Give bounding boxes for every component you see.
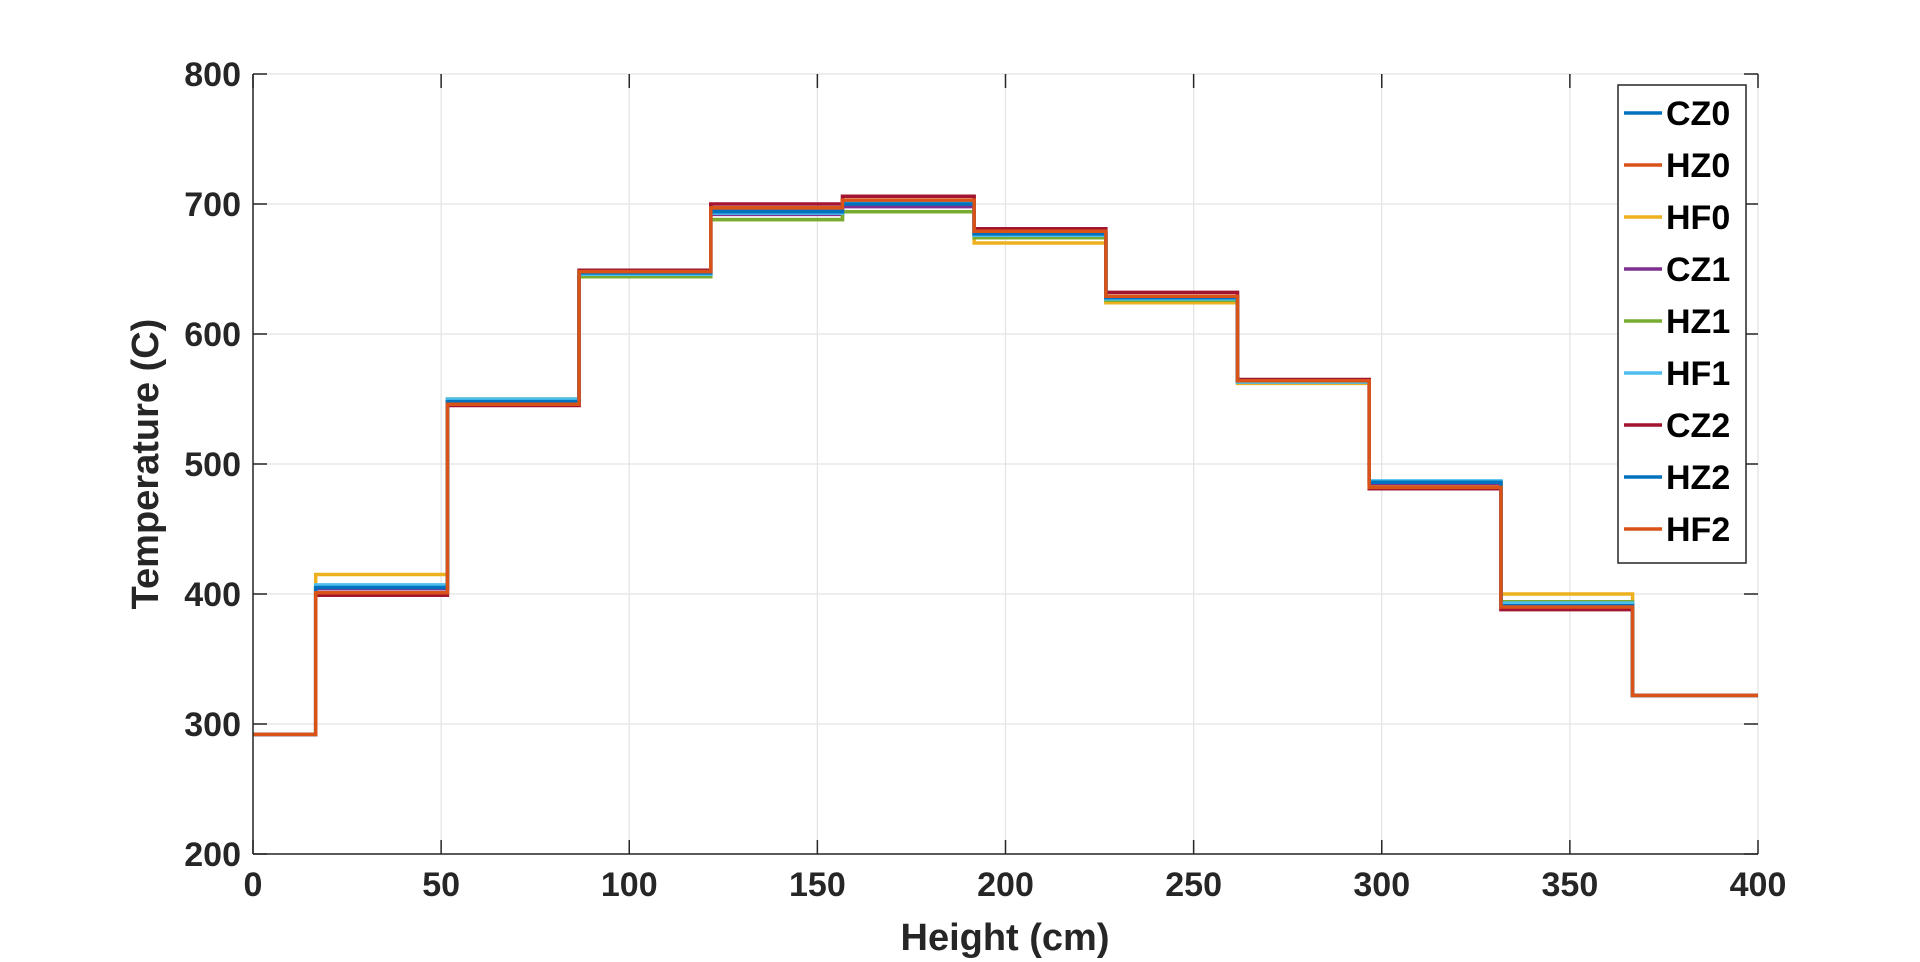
legend: CZ0 HZ0 HF0 CZ1 HZ1 HF1 CZ2 HZ2 HF2	[1617, 84, 1747, 564]
legend-label-hz2: HZ2	[1666, 459, 1730, 497]
x-tick-label: 350	[1542, 866, 1599, 904]
x-axis-label: Height (cm)	[901, 917, 1110, 959]
axes	[252, 73, 1759, 855]
legend-label-hf0: HF0	[1666, 199, 1730, 237]
x-tick-label: 400	[1730, 866, 1787, 904]
x-tick-label: 250	[1165, 866, 1222, 904]
y-tick-label: 800	[184, 56, 241, 94]
grid	[252, 73, 1759, 855]
x-tick-label: 50	[422, 866, 460, 904]
x-tick-label: 200	[977, 866, 1034, 904]
x-tick-label: 100	[601, 866, 658, 904]
legend-label-hz1: HZ1	[1666, 303, 1730, 341]
y-axis-label: Temperature (C)	[125, 319, 167, 610]
y-tick-label: 300	[184, 706, 241, 744]
y-tick-label: 200	[184, 836, 241, 874]
y-tick-label: 600	[184, 316, 241, 354]
y-tick-label: 400	[184, 576, 241, 614]
tick-labels: 0 50 100 150 200 250 300 350 400 200 300 400 500 600 7…	[184, 56, 1786, 904]
legend-label-hf2: HF2	[1666, 511, 1730, 549]
y-tick-label: 700	[184, 186, 241, 224]
legend-label-hf1: HF1	[1666, 355, 1730, 393]
legend-label-cz0: CZ0	[1666, 95, 1730, 133]
series-line-hf2	[253, 198, 1758, 737]
legend-label-hz0: HZ0	[1666, 147, 1730, 185]
x-tick-label: 150	[789, 866, 846, 904]
legend-label-cz1: CZ1	[1666, 251, 1730, 289]
legend-label-cz2: CZ2	[1666, 407, 1730, 445]
series-group	[253, 194, 1758, 737]
y-tick-label: 500	[184, 446, 241, 484]
x-tick-label: 0	[244, 866, 263, 904]
x-tick-label: 300	[1353, 866, 1410, 904]
